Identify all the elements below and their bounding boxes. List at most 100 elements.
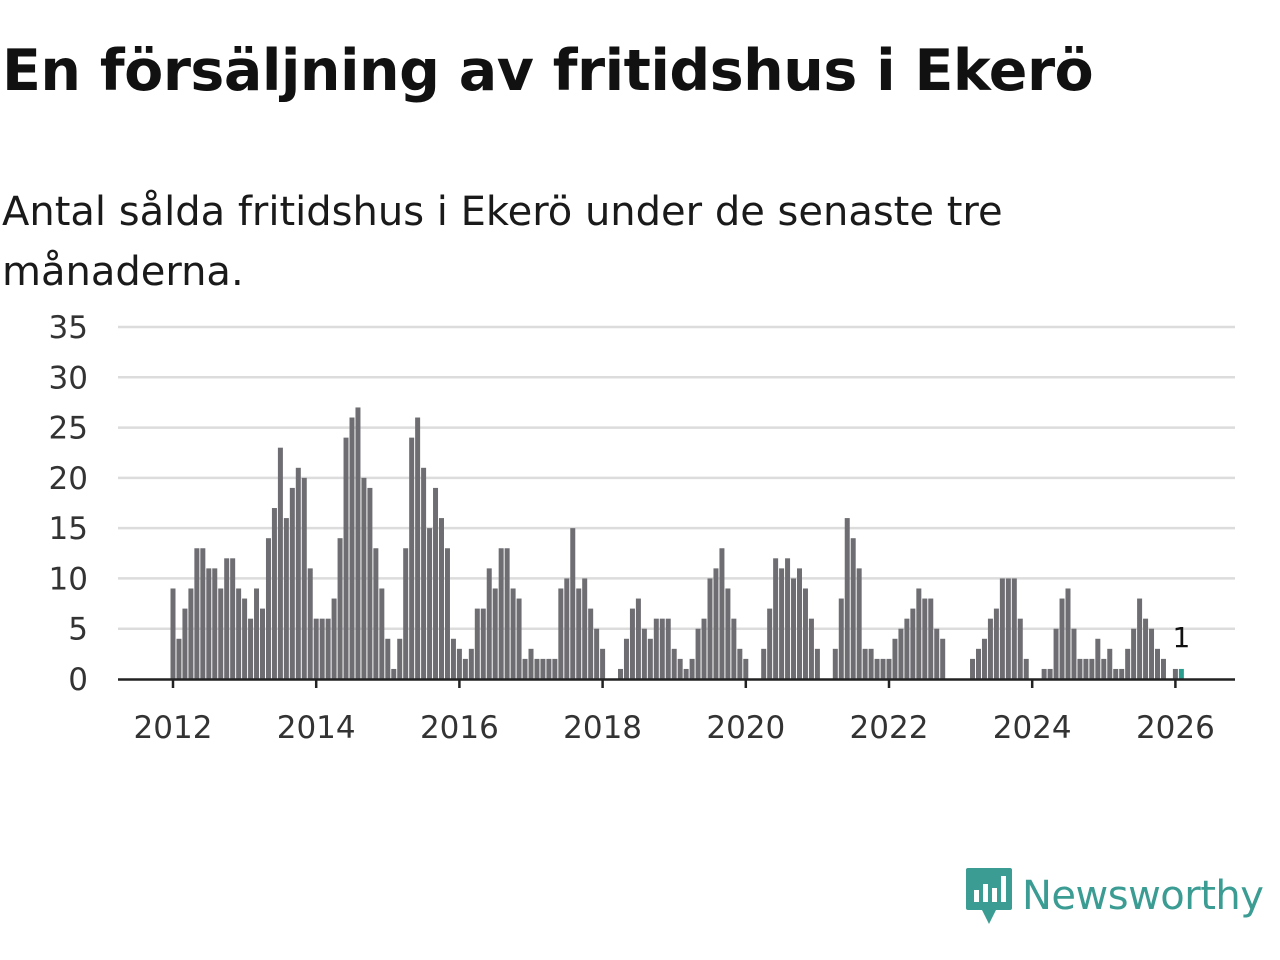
bar (737, 648, 743, 679)
bar (492, 588, 498, 679)
bar (433, 487, 439, 679)
bar (844, 518, 850, 679)
bar (498, 548, 504, 679)
bar (254, 588, 260, 679)
bar (671, 648, 677, 679)
x-tick-label: 2018 (563, 710, 642, 746)
bar (570, 528, 576, 679)
bar (325, 618, 331, 679)
bar (1047, 668, 1053, 679)
bar (1095, 638, 1101, 679)
bar (1178, 668, 1184, 679)
bar (1059, 598, 1065, 679)
bar (224, 558, 230, 679)
bar (415, 417, 421, 679)
y-tick-label: 35 (49, 310, 88, 346)
bar (874, 658, 880, 679)
bar (862, 648, 868, 679)
bar (743, 658, 749, 679)
bar (1125, 648, 1131, 679)
bar (558, 588, 564, 679)
bar (791, 578, 797, 679)
bar (289, 487, 295, 679)
bar (283, 518, 289, 679)
chart-title: En försäljning av fritidshus i Ekerö (2, 38, 1094, 104)
bar (940, 638, 946, 679)
y-tick-label: 10 (49, 561, 88, 597)
x-tick-label: 2020 (706, 710, 785, 746)
bar (981, 638, 987, 679)
bar (695, 628, 701, 679)
bar (379, 588, 385, 679)
bar (641, 628, 647, 679)
bar (1023, 658, 1029, 679)
bar (349, 417, 355, 679)
bar (510, 588, 516, 679)
bar (683, 668, 689, 679)
bar (248, 618, 254, 679)
bar (600, 648, 606, 679)
bar (713, 568, 719, 679)
bar (761, 648, 767, 679)
bar (194, 548, 200, 679)
newsworthy-logo-icon (966, 868, 1012, 924)
bar (1065, 588, 1071, 679)
bar (976, 648, 981, 679)
bar (504, 548, 510, 679)
bar (540, 658, 546, 679)
bar (212, 568, 218, 679)
bar (928, 598, 934, 679)
bar (880, 658, 886, 679)
bar (916, 588, 922, 679)
bar (361, 477, 367, 679)
newsworthy-logo: Newsworthy (964, 866, 1264, 926)
bar (200, 548, 206, 679)
bar (277, 447, 283, 679)
bar (1089, 658, 1095, 679)
bar (444, 548, 450, 679)
y-tick-label: 15 (49, 511, 88, 547)
bar (1143, 618, 1149, 679)
bar (886, 658, 892, 679)
bar (516, 598, 522, 679)
bar (868, 648, 874, 679)
bar (1149, 628, 1155, 679)
x-tick-label: 2014 (277, 710, 356, 746)
bar (1017, 618, 1023, 679)
bar (1137, 598, 1143, 679)
bar (993, 608, 999, 679)
bar (552, 658, 558, 679)
bar (409, 437, 415, 679)
bar (427, 528, 433, 679)
bar (271, 508, 277, 679)
bar (594, 628, 600, 679)
bar (176, 638, 182, 679)
bar (850, 538, 856, 679)
bar (260, 608, 265, 679)
bar (546, 658, 552, 679)
bar (999, 578, 1005, 679)
bar (343, 437, 349, 679)
bar (188, 588, 194, 679)
bar (480, 608, 486, 679)
bar (391, 668, 397, 679)
bar (355, 407, 361, 679)
bar (468, 648, 474, 679)
bar (576, 588, 582, 679)
bar (785, 558, 791, 679)
bar (486, 568, 492, 679)
bar (1107, 648, 1113, 679)
bar (635, 598, 641, 679)
x-tick-label: 2026 (1136, 710, 1215, 746)
bar (922, 598, 928, 679)
bar (1083, 658, 1089, 679)
bar (904, 618, 910, 679)
bar (814, 648, 820, 679)
bar (731, 618, 737, 679)
bar (337, 538, 343, 679)
bar (892, 638, 898, 679)
bar (230, 558, 236, 679)
bar (182, 608, 188, 679)
bar (528, 648, 534, 679)
